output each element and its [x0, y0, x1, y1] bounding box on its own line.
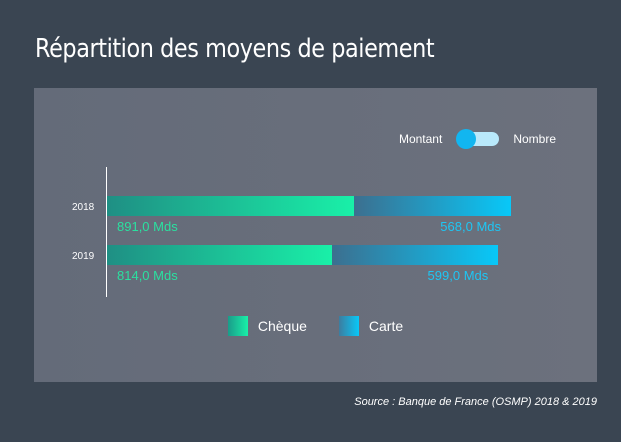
bar-2018[interactable]	[107, 196, 511, 216]
legend-swatch-cheque	[227, 316, 248, 336]
chart-panel: Montant Nombre 2018 891,0 Mds 568,0 Mds 201…	[34, 88, 597, 382]
data-label-cheque-2019: 814,0 Mds	[117, 268, 178, 283]
bar-segment-cheque-2019[interactable]	[107, 245, 333, 265]
legend-label-carte: Carte	[368, 318, 404, 334]
legend-label-cheque: Chèque	[257, 318, 307, 334]
data-label-carte-2019: 599,0 Mds	[427, 268, 489, 283]
legend: Chèque Carte	[34, 316, 597, 336]
y-tick-label-2019: 2019	[72, 251, 95, 262]
legend-item-carte[interactable]: Carte	[338, 316, 404, 336]
toggle-label-nombre[interactable]: Nombre	[513, 132, 556, 146]
bar-2019[interactable]	[107, 245, 499, 265]
toggle-switch[interactable]	[456, 129, 500, 149]
bar-segment-carte-2019[interactable]	[332, 245, 499, 265]
y-tick-label-2018: 2018	[72, 202, 95, 213]
y-axis-line	[106, 167, 107, 297]
data-label-carte-2018: 568,0 Mds	[440, 219, 501, 234]
data-label-cheque-2018: 891,0 Mds	[117, 219, 178, 234]
metric-toggle: Montant Nombre	[398, 129, 556, 149]
legend-swatch-carte	[338, 316, 359, 336]
bar-segment-carte-2018[interactable]	[353, 196, 511, 216]
toggle-label-montant[interactable]: Montant	[398, 132, 443, 146]
chart-title: Répartition des moyens de paiement	[35, 34, 435, 64]
source-note: Source : Banque de France (OSMP) 2018 & …	[354, 396, 597, 408]
legend-item-cheque[interactable]: Chèque	[227, 316, 307, 336]
bar-segment-cheque-2018[interactable]	[107, 196, 354, 216]
toggle-knob[interactable]	[456, 129, 477, 149]
